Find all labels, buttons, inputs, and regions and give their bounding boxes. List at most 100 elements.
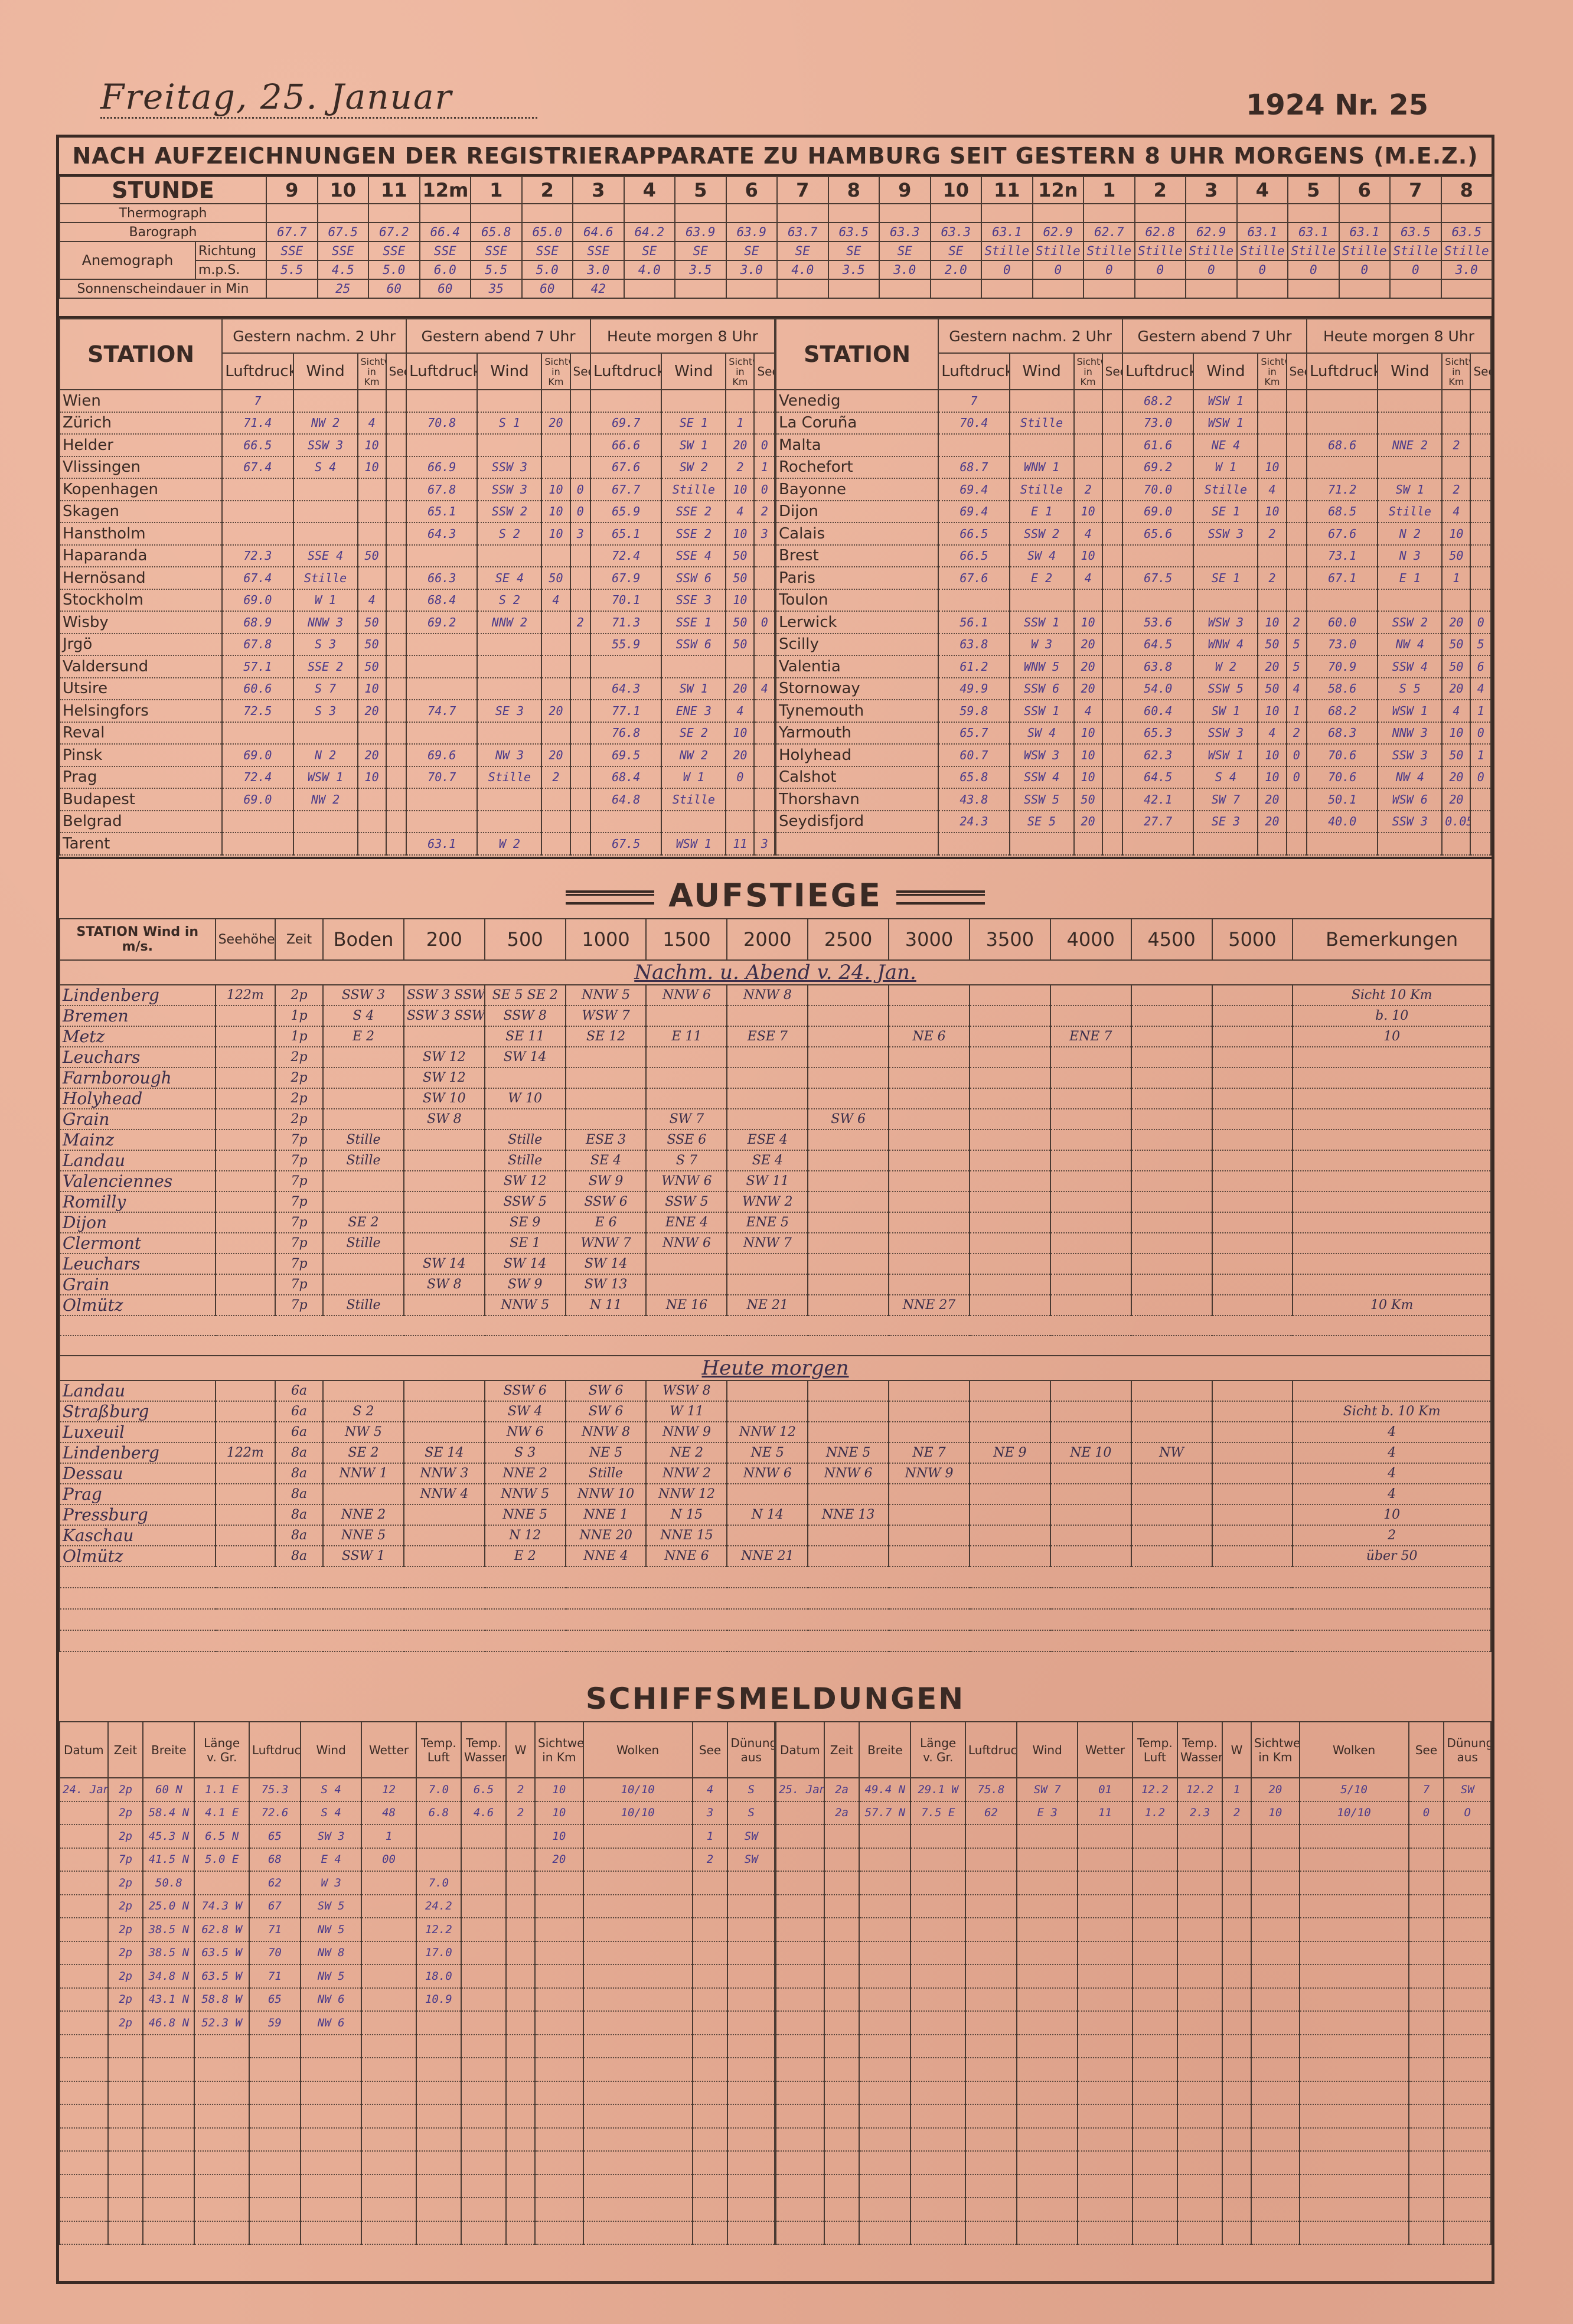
empty-cell — [505, 2127, 536, 2152]
station-value: 10 — [1257, 700, 1287, 723]
empty-cell — [1222, 2011, 1252, 2035]
aufstieg-value: SE 9 — [484, 1212, 566, 1233]
station-value: 10 — [1257, 744, 1287, 767]
schiff-value: 10/10 — [582, 1778, 693, 1802]
aufstieg-value: 8a — [274, 1525, 324, 1546]
sub-header: Sichtweite in Km — [357, 352, 387, 390]
empty-cell — [775, 2104, 825, 2129]
station-value — [477, 655, 543, 678]
empty-cell — [910, 1848, 966, 1872]
station-value: 68.6 — [1306, 434, 1379, 457]
station-value: SSW 4 — [1009, 766, 1075, 789]
station-value: 0 — [1470, 766, 1492, 789]
schiff-value — [727, 1987, 775, 2012]
station-value: 60.4 — [1122, 700, 1195, 723]
station-value: 62.3 — [1122, 744, 1195, 767]
schiff-value — [534, 1871, 584, 1895]
reading-cell: 5.0 — [368, 260, 420, 280]
reading-cell: 63.5 — [827, 222, 880, 242]
station-value: 10 — [357, 766, 387, 789]
aufstieg-value: SW 12 — [484, 1171, 566, 1192]
empty-cell — [415, 2104, 462, 2129]
aufstieg-value: SW 12 — [403, 1068, 485, 1089]
schiff-value — [59, 1964, 109, 1989]
schiff-value: 59 — [248, 2011, 301, 2035]
station-value: SE 1 — [661, 412, 727, 435]
empty-cell — [1408, 2151, 1445, 2175]
empty-cell — [1408, 2034, 1445, 2058]
station-value: S 4 — [292, 456, 358, 479]
station-value: SSW 2 — [1009, 523, 1075, 546]
reading-cell: Stille — [1236, 241, 1289, 261]
empty-cell — [1077, 2081, 1133, 2105]
schiff-value — [727, 1894, 775, 1918]
schiff-value: 10 — [534, 1778, 584, 1802]
aufstieg-value: 1p — [274, 1006, 324, 1027]
aufstieg-value — [403, 1212, 485, 1233]
station-value: 4 — [541, 589, 571, 612]
schiff-value — [415, 1824, 462, 1849]
schiff-value: 5.0 E — [194, 1848, 250, 1872]
station-name: La Coruña — [775, 412, 939, 435]
aufstieg-value — [888, 1130, 970, 1151]
aufstieg-value: NNW 12 — [645, 1484, 728, 1505]
schiff-value: 57.7 N — [859, 1801, 912, 1825]
station-value: 50 — [725, 611, 755, 634]
station-value — [1441, 456, 1471, 479]
schiff-value: 72.6 — [248, 1801, 301, 1825]
empty-cell — [59, 2174, 109, 2198]
schiff-value — [460, 1871, 507, 1895]
hour-cell: 11 — [981, 176, 1033, 204]
station-value: 10 — [1073, 722, 1103, 745]
station-value — [1285, 567, 1307, 590]
station-value — [1101, 434, 1124, 457]
station-value: SE 2 — [661, 722, 727, 745]
station-value: 68.5 — [1306, 500, 1379, 523]
station-value: 65.1 — [589, 523, 663, 546]
aufstieg-value — [1292, 1088, 1492, 1109]
aufstieg-station: Straßburg — [59, 1401, 216, 1422]
aufstieg-value — [403, 1422, 485, 1443]
station-value: 71.2 — [1306, 478, 1379, 501]
aufstiege-header: 1000 — [564, 918, 647, 961]
empty-cell — [964, 2174, 1017, 2198]
schiff-header: Datum — [59, 1721, 109, 1778]
aufstieg-value — [1130, 1150, 1213, 1171]
aufstieg-value — [888, 1274, 970, 1295]
station-value: 20 — [725, 744, 755, 767]
reading-cell: SE — [879, 241, 931, 261]
aufstieg-value — [214, 1484, 276, 1505]
blank-row — [59, 1336, 1492, 1356]
station-value: 67.6 — [938, 567, 1010, 590]
station-value: NW 2 — [292, 412, 358, 435]
schiff-header: Wind — [1016, 1721, 1079, 1778]
reading-cell: Stille — [1134, 241, 1187, 261]
empty-cell — [415, 2198, 462, 2222]
schiff-value: 20 — [534, 1848, 584, 1872]
empty-cell — [859, 1848, 912, 1872]
aufstieg-value — [214, 1380, 276, 1402]
station-name: Haparanda — [58, 544, 223, 567]
station-value — [1285, 788, 1307, 811]
reading-cell: 62.9 — [1032, 222, 1085, 242]
station-value — [569, 744, 591, 767]
schiff-value — [505, 1964, 536, 1989]
empty-cell — [1077, 2058, 1133, 2082]
reading-cell: 63.5 — [1440, 222, 1493, 242]
aufstieg-value — [1130, 1109, 1213, 1130]
aufstieg-value — [214, 1088, 276, 1109]
empty-cell — [1176, 2221, 1223, 2245]
station-value: SSE 2 — [661, 500, 727, 523]
station-value: 69.0 — [221, 744, 294, 767]
schiff-value — [691, 1964, 729, 1989]
aufstieg-value — [1292, 1150, 1492, 1171]
aufstieg-value: NNE 13 — [807, 1504, 890, 1526]
empty-cell — [460, 2127, 507, 2152]
empty-cell — [1016, 1987, 1079, 2012]
station-value: 4 — [1441, 700, 1471, 723]
station-value — [477, 633, 543, 656]
empty-cell — [1408, 1824, 1445, 1849]
schiff-value — [59, 1987, 109, 2012]
station-value: 67.4 — [221, 567, 294, 590]
station-value: 10 — [1073, 544, 1103, 567]
